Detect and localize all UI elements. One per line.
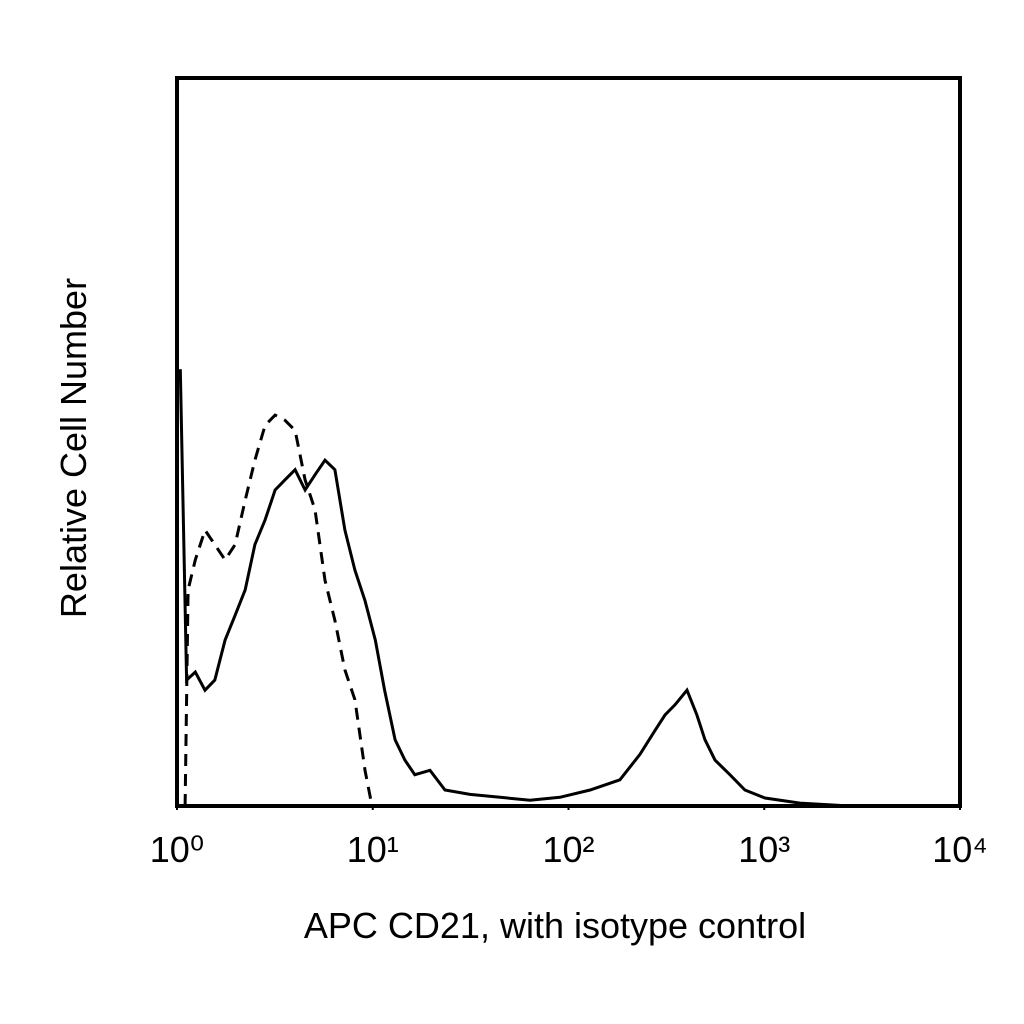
histogram-line [183,413,956,808]
histogram-line [178,369,956,808]
x-tick-label: 10⁴ [932,829,988,870]
x-tick-label: 10⁰ [150,829,204,870]
plot-frame [175,76,962,808]
x-tick-label: 10² [542,829,594,870]
x-tick-label: 10¹ [347,829,399,870]
x-tick-label: 10³ [738,829,790,870]
x-axis-label: APC CD21, with isotype control [304,905,806,946]
y-axis-label: Relative Cell Number [53,278,94,618]
